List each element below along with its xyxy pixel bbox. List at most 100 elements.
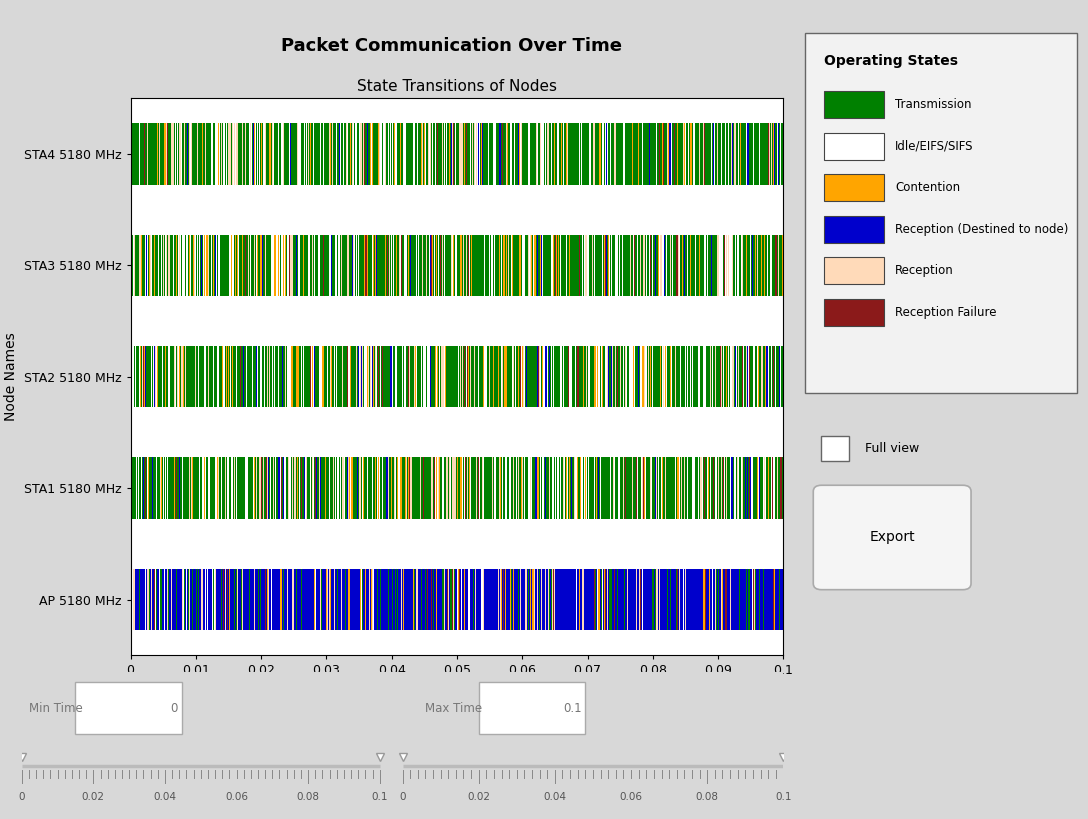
Bar <box>373 235 374 296</box>
Bar <box>518 124 519 184</box>
Bar <box>237 458 239 518</box>
Bar <box>549 235 551 296</box>
Bar <box>362 569 363 630</box>
Bar <box>301 124 302 184</box>
Bar <box>428 235 430 296</box>
Bar <box>596 235 597 296</box>
Bar <box>704 346 706 407</box>
Bar <box>165 346 166 407</box>
Bar <box>337 124 339 184</box>
Bar <box>321 235 322 296</box>
Bar <box>171 458 173 518</box>
Bar <box>549 124 552 184</box>
Bar <box>546 458 547 518</box>
Bar <box>391 346 393 407</box>
Bar <box>160 235 161 296</box>
Bar <box>691 569 693 630</box>
Bar <box>176 124 177 184</box>
Bar <box>344 235 346 296</box>
Bar <box>749 458 750 518</box>
FancyBboxPatch shape <box>75 682 182 735</box>
Bar <box>567 458 568 518</box>
Bar <box>610 235 611 296</box>
Text: 0.08: 0.08 <box>695 792 719 802</box>
Bar <box>302 569 305 630</box>
Bar <box>243 458 244 518</box>
Bar <box>656 569 658 630</box>
Bar <box>570 346 572 407</box>
Bar <box>417 346 419 407</box>
FancyBboxPatch shape <box>825 215 883 242</box>
Bar <box>547 235 548 296</box>
Text: 0: 0 <box>171 702 178 715</box>
Bar <box>701 458 702 518</box>
Bar <box>754 235 755 296</box>
Bar <box>719 235 720 296</box>
Text: Contention: Contention <box>894 181 960 194</box>
Bar <box>145 569 146 630</box>
Text: 0.1: 0.1 <box>562 702 581 715</box>
Bar <box>727 124 729 184</box>
Bar <box>395 124 397 184</box>
Bar <box>314 235 317 296</box>
Bar <box>293 569 294 630</box>
Bar <box>565 346 566 407</box>
Bar <box>576 235 577 296</box>
Bar <box>172 124 174 184</box>
Bar <box>652 124 655 184</box>
Bar <box>465 458 466 518</box>
Bar <box>173 235 174 296</box>
Bar <box>195 124 196 184</box>
Bar <box>673 235 675 296</box>
Bar <box>401 124 403 184</box>
Bar <box>521 569 522 630</box>
Bar <box>196 458 198 518</box>
Bar <box>188 346 189 407</box>
Bar <box>761 124 763 184</box>
Bar <box>419 346 420 407</box>
Bar <box>230 235 231 296</box>
Bar <box>411 346 412 407</box>
Bar <box>285 124 287 184</box>
Bar <box>598 346 601 407</box>
Bar <box>702 346 703 407</box>
Bar <box>590 235 592 296</box>
FancyBboxPatch shape <box>479 682 585 735</box>
Bar <box>589 124 591 184</box>
Bar <box>643 124 644 184</box>
Bar <box>405 235 406 296</box>
Bar <box>484 346 485 407</box>
FancyBboxPatch shape <box>825 133 883 160</box>
Bar <box>470 124 471 184</box>
Bar <box>547 569 548 630</box>
Bar <box>410 235 411 296</box>
Bar <box>490 458 491 518</box>
Bar <box>419 458 420 518</box>
Bar <box>457 569 458 630</box>
Bar <box>212 235 214 296</box>
Bar <box>695 124 696 184</box>
Bar <box>570 124 572 184</box>
Bar <box>569 569 571 630</box>
Bar <box>487 346 489 407</box>
Bar <box>140 235 143 296</box>
Bar <box>357 569 358 630</box>
Bar <box>441 458 442 518</box>
Bar <box>483 124 484 184</box>
Bar <box>735 124 737 184</box>
Bar <box>597 124 598 184</box>
Bar <box>284 569 285 630</box>
Bar <box>394 569 395 630</box>
Bar <box>240 458 242 518</box>
Bar <box>584 569 585 630</box>
Bar <box>251 569 252 630</box>
Bar <box>183 235 185 296</box>
Bar <box>327 458 329 518</box>
Bar <box>360 346 361 407</box>
Bar <box>251 235 254 296</box>
Bar <box>545 346 546 407</box>
Bar <box>731 458 733 518</box>
Bar <box>564 569 565 630</box>
Bar <box>301 569 302 630</box>
Bar <box>299 124 300 184</box>
